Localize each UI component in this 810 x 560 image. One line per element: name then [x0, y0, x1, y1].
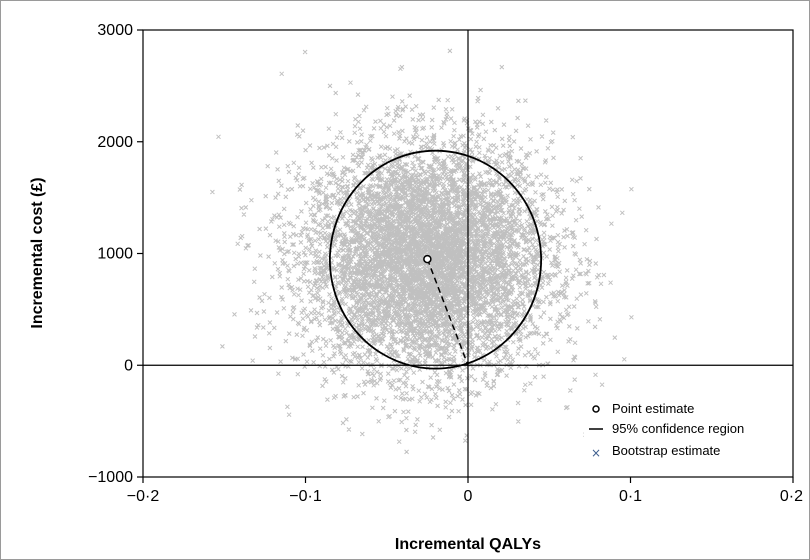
point-to-origin-dashed-line [426, 258, 469, 366]
bootstrap-cloud [210, 48, 634, 455]
x-tick-label: 0·1 [619, 488, 642, 505]
legend-bootstrap-marker: × [591, 446, 601, 460]
y-tick-label: 0 [124, 357, 133, 374]
x-tick-label: 0·2 [780, 488, 803, 505]
y-axis-title: Incremental cost (£) [29, 177, 46, 328]
x-tick-label: 0 [464, 488, 473, 505]
y-tick-label: 1000 [97, 246, 133, 263]
y-tick-label: 3000 [97, 22, 133, 39]
legend-background [584, 396, 774, 462]
legend: Point estimate 95% confidence region × B… [584, 396, 774, 462]
legend-bootstrap-label: Bootstrap estimate [612, 443, 720, 458]
y-tick-label: −1000 [88, 469, 133, 486]
x-tick-label: −0·2 [127, 488, 160, 505]
confidence-region-ellipse [328, 149, 543, 370]
legend-point-estimate-label: Point estimate [612, 401, 694, 416]
bootstrap-points [210, 48, 634, 455]
point-estimate-marker [423, 254, 432, 264]
legend-confidence-region-label: 95% confidence region [612, 421, 744, 436]
legend-point-estimate-marker [592, 405, 600, 413]
x-axis-title: Incremental QALYs [395, 536, 541, 553]
y-tick-label: 2000 [97, 134, 133, 151]
x-tick-label: −0·1 [289, 488, 322, 505]
